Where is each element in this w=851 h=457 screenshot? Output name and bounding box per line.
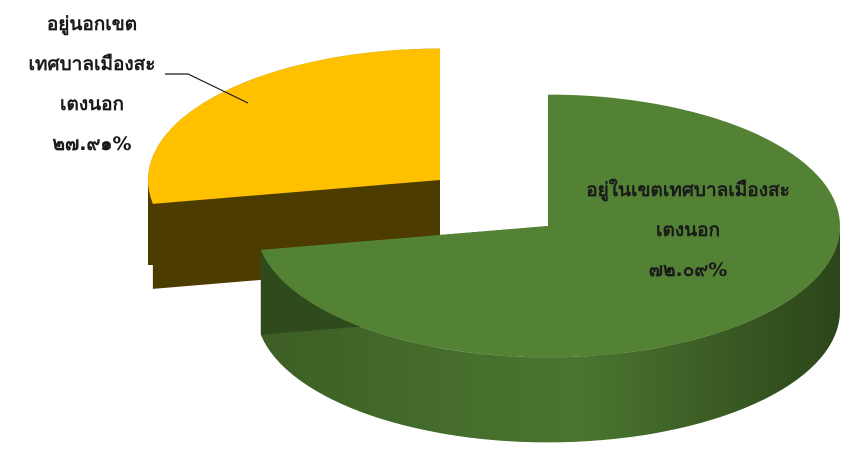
slice-top (147, 48, 440, 204)
leader-line (165, 73, 249, 104)
slice-label-inside-line-1: อยู่ในเขตเทศบาลเมืองสะ (586, 179, 790, 201)
slice-label-outside-line-2: เทศบาลเมืองสะ (28, 53, 156, 75)
slices-layer (147, 48, 840, 443)
slice-side (260, 226, 840, 443)
pie-slice (147, 48, 440, 289)
slice-label-outside-line-3: เตงนอก (59, 93, 124, 115)
slice-value-inside: ๗๒.๐๙% (648, 259, 728, 281)
slice-label-inside: อยู่ในเขตเทศบาลเมืองสะ เตงนอก ๗๒.๐๙% (548, 170, 828, 290)
slice-label-inside-line-2: เตงนอก (655, 219, 720, 241)
slice-top (260, 94, 840, 358)
pie-slice (260, 94, 840, 443)
slice-label-outside: อยู่นอกเขต เทศบาลเมืองสะ เตงนอก ๒๗.๙๑% (6, 4, 178, 164)
slice-value-outside: ๒๗.๙๑% (52, 133, 132, 155)
slice-label-outside-line-1: อยู่นอกเขต (46, 13, 138, 35)
